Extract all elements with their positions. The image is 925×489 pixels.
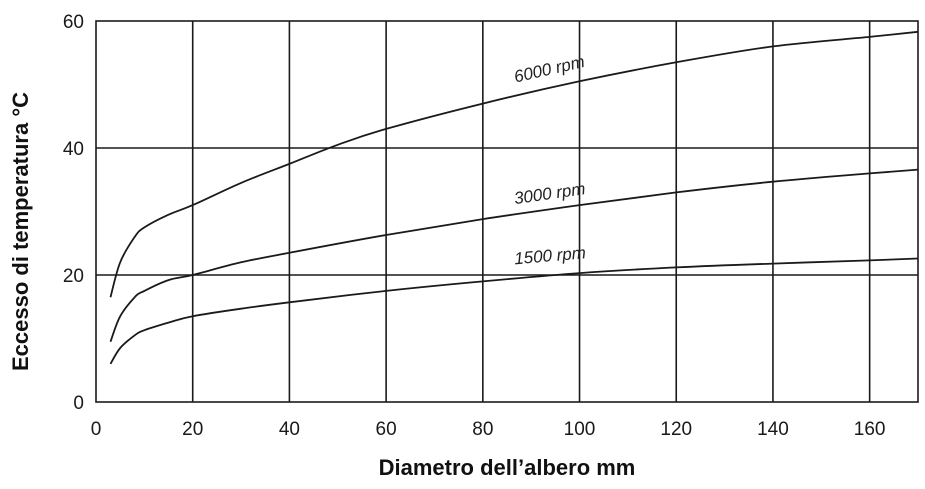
- curve-label: 1500 rpm: [513, 243, 586, 268]
- x-tick-label: 80: [472, 419, 493, 440]
- x-tick-label: 20: [182, 419, 203, 440]
- x-tick-label: 0: [91, 419, 102, 440]
- y-tick-label: 60: [63, 12, 84, 33]
- x-tick-label: 40: [279, 419, 300, 440]
- x-tick-labels: 0 20 40 60 80 100 120 140 160: [91, 419, 886, 440]
- plot-frame: [95, 20, 919, 403]
- y-tick-label: 40: [63, 139, 84, 160]
- series-line-1500-rpm: [109, 257, 919, 365]
- x-tick-label: 60: [376, 419, 397, 440]
- curves: [109, 30, 919, 365]
- x-tick-label: 100: [564, 419, 596, 440]
- series-line-6000-rpm: [109, 30, 919, 298]
- curve-label: 3000 rpm: [513, 179, 587, 208]
- y-tick-label: 0: [73, 393, 84, 414]
- grid: [95, 20, 919, 403]
- y-tick-label: 20: [63, 266, 84, 287]
- x-tick-label: 160: [854, 419, 886, 440]
- x-tick-label: 140: [757, 419, 789, 440]
- x-axis-title: Diametro dell’albero mm: [379, 455, 636, 480]
- y-axis-title: Eccesso di temperatura °C: [8, 92, 33, 371]
- y-tick-labels: 0 20 40 60: [63, 12, 84, 414]
- series-line-3000-rpm: [109, 168, 919, 343]
- x-tick-label: 120: [660, 419, 692, 440]
